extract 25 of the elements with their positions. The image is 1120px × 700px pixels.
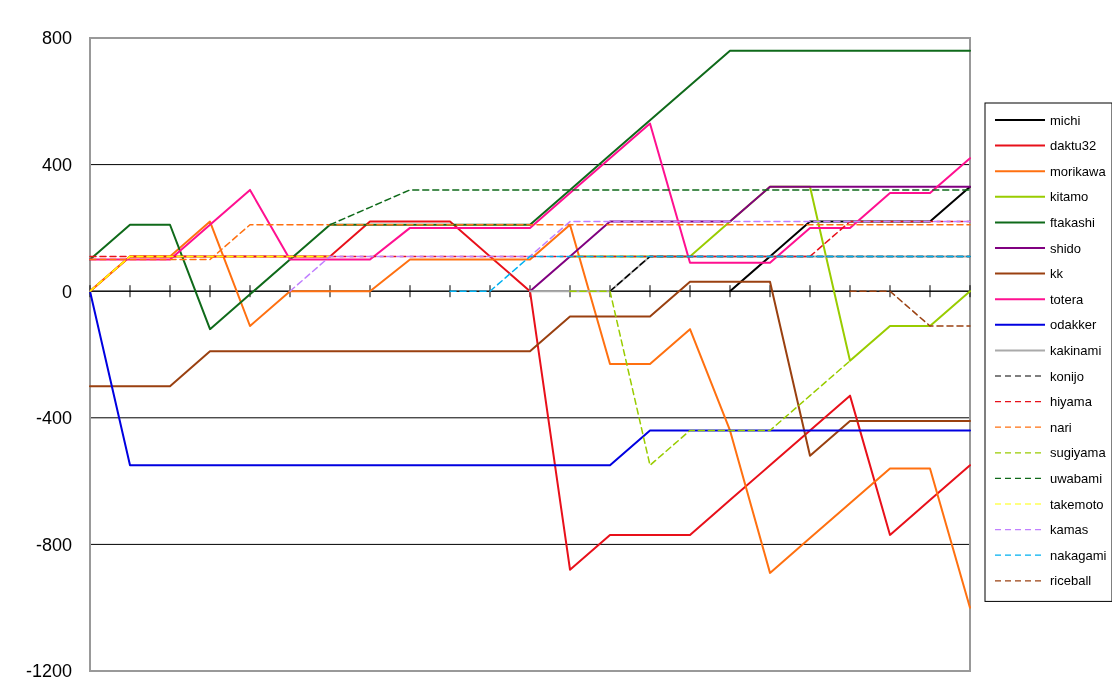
- legend-label: odakker: [1050, 317, 1097, 333]
- legend-label: daktu32: [1050, 138, 1097, 154]
- legend-label: sugiyama: [1050, 445, 1107, 461]
- legend-label: kamas: [1050, 522, 1089, 538]
- legend-label: michi: [1050, 112, 1081, 128]
- legend-label: shido: [1050, 240, 1082, 256]
- legend-label: nakagami: [1050, 547, 1107, 563]
- legend-label: takemoto: [1050, 496, 1104, 512]
- legend-label: ftakashi: [1050, 214, 1095, 230]
- legend-label: konijo: [1050, 368, 1084, 384]
- legend-label: kk: [1050, 266, 1064, 282]
- legend-label: kitamo: [1050, 189, 1089, 205]
- legend-label: totera: [1050, 291, 1085, 307]
- legend-label: nari: [1050, 419, 1072, 435]
- y-tick-label: -800: [35, 534, 72, 555]
- legend-label: kakinami: [1050, 342, 1102, 358]
- legend-label: uwabami: [1050, 470, 1103, 486]
- y-tick-label: 800: [41, 28, 72, 49]
- legend-label: morikawa: [1050, 163, 1107, 179]
- y-tick-label: -1200: [25, 661, 72, 682]
- legend-label: riceball: [1050, 573, 1092, 589]
- y-tick-label: 400: [41, 154, 72, 175]
- y-tick-label: 0: [61, 281, 72, 302]
- legend-label: hiyama: [1050, 394, 1093, 410]
- y-tick-label: -400: [35, 408, 72, 429]
